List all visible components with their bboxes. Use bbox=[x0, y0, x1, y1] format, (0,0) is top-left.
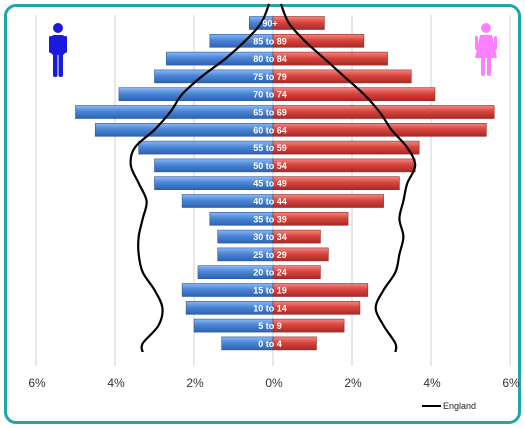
x-tick-label: 2% bbox=[186, 376, 204, 390]
age-group-label: 0 to 4 bbox=[258, 339, 282, 349]
x-axis-ticks: 6% 4% 2% 0% 2% 4% 6% bbox=[28, 376, 520, 390]
female-figure-icon bbox=[475, 23, 497, 76]
x-tick-label: 0% bbox=[265, 376, 283, 390]
bar-right bbox=[272, 336, 317, 351]
male-figure-icon bbox=[49, 23, 67, 77]
x-tick-label: 4% bbox=[107, 376, 125, 390]
age-group-label: 10 to 14 bbox=[253, 303, 287, 313]
age-group-label: 20 to 24 bbox=[253, 268, 287, 278]
bar-right bbox=[272, 16, 325, 30]
age-group-label: 50 to 54 bbox=[253, 161, 287, 171]
legend: England bbox=[422, 401, 476, 411]
age-group-label: 15 to 19 bbox=[253, 286, 287, 296]
age-group-label: 90+ bbox=[262, 19, 277, 29]
bar-right bbox=[272, 229, 321, 244]
age-group-label: 65 to 69 bbox=[253, 108, 287, 118]
england-line-left bbox=[129, 3, 271, 353]
bar-right bbox=[272, 283, 369, 297]
bar-right bbox=[272, 158, 416, 173]
bar-right bbox=[272, 194, 384, 208]
x-tick-label: 4% bbox=[423, 376, 441, 390]
age-group-label: 45 to 49 bbox=[253, 179, 287, 189]
age-group-label: 70 to 74 bbox=[253, 90, 287, 100]
england-reference-line bbox=[129, 3, 417, 353]
age-group-label: 40 to 44 bbox=[253, 197, 287, 207]
age-group-label: 35 to 39 bbox=[253, 214, 287, 224]
age-group-label: 5 to 9 bbox=[258, 321, 282, 331]
bar-right bbox=[272, 176, 400, 190]
legend-label-england: England bbox=[443, 401, 476, 411]
age-group-label: 85 to 89 bbox=[253, 36, 287, 46]
bar-right bbox=[272, 247, 329, 262]
bar-right bbox=[272, 212, 349, 226]
bar-right bbox=[272, 123, 487, 137]
bar-right bbox=[272, 318, 345, 333]
age-group-label: 25 to 29 bbox=[253, 250, 287, 260]
bar-right bbox=[272, 69, 412, 84]
bar-right bbox=[272, 33, 365, 48]
age-group-label: 30 to 34 bbox=[253, 232, 287, 242]
bar-right bbox=[272, 140, 420, 155]
bar-right bbox=[272, 265, 321, 280]
bar-right bbox=[272, 300, 361, 315]
bar-left bbox=[118, 87, 274, 101]
bar-left bbox=[94, 123, 274, 137]
age-group-labels: 0 to 4 5 to 9 10 to 14 15 to 19 20 to 24 25 t… bbox=[253, 19, 287, 349]
age-group-label: 80 to 84 bbox=[253, 54, 287, 64]
x-tick-label: 2% bbox=[344, 376, 362, 390]
age-group-label: 60 to 64 bbox=[253, 125, 287, 135]
age-group-label: 75 to 79 bbox=[253, 72, 287, 82]
england-line-right bbox=[279, 3, 417, 353]
x-tick-label: 6% bbox=[502, 376, 520, 390]
x-tick-label: 6% bbox=[28, 376, 46, 390]
bar-right bbox=[272, 87, 436, 101]
age-group-label: 55 to 59 bbox=[253, 143, 287, 153]
